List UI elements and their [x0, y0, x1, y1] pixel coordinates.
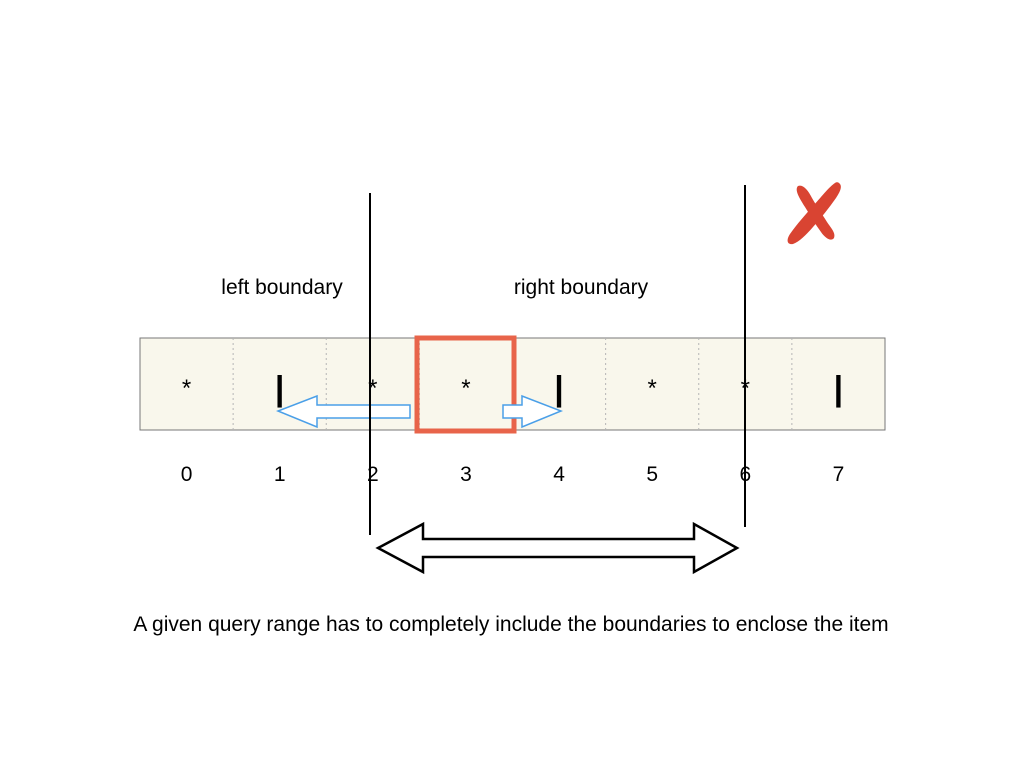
- index-labels: 0 1 2 3 4 5 6 7: [181, 463, 845, 486]
- cell-symbol: |: [554, 370, 564, 408]
- cell-symbol: *: [182, 375, 191, 402]
- cell-index-label: 2: [367, 463, 379, 486]
- cell-symbol: |: [275, 370, 285, 408]
- cell-symbol: *: [368, 375, 377, 402]
- right-boundary-arrow: [502, 394, 564, 429]
- query-range-arrow: [375, 521, 740, 575]
- highlighted-item-box: [414, 335, 517, 434]
- cell-index-label: 4: [553, 463, 565, 486]
- cell-symbol: *: [648, 375, 657, 402]
- cell-symbol: *: [461, 375, 470, 402]
- cross-mark-icon: [787, 182, 841, 245]
- cell-index-label: 0: [181, 463, 193, 486]
- cell-index-label: 5: [646, 463, 658, 486]
- cell-index-label: 7: [833, 463, 845, 486]
- diagram-caption: A given query range has to completely in…: [133, 613, 888, 636]
- right-boundary-label: right boundary: [514, 276, 649, 299]
- left-boundary-label: left boundary: [221, 276, 343, 299]
- cell-symbol: |: [834, 370, 844, 408]
- cell-index-label: 1: [274, 463, 286, 486]
- left-boundary-arrow: [275, 394, 411, 429]
- cell-index-label: 3: [460, 463, 472, 486]
- cell-index-label: 6: [739, 463, 751, 486]
